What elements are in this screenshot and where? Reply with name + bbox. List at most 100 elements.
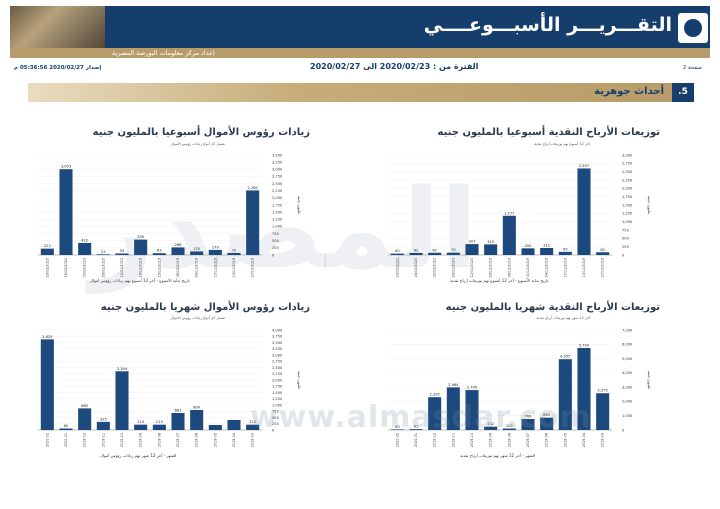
y-tick-label: 3,000	[622, 385, 633, 389]
x-tick-label: 2019-11	[101, 433, 105, 447]
y-tick-label: 2,500	[272, 366, 283, 370]
data-label: 2,597	[579, 164, 589, 168]
y-tick-label: 2,250	[272, 372, 283, 376]
data-label: 222	[44, 244, 51, 248]
data-label: 325	[100, 417, 107, 421]
data-label: 266	[175, 243, 183, 247]
x-tick-label: 2019-08	[507, 433, 511, 447]
data-label: 179	[212, 245, 220, 249]
y-tick-label: 2,500	[272, 182, 283, 186]
data-label: 2,260	[248, 186, 259, 190]
x-tick-label: 02/02/2020	[83, 258, 87, 278]
x-tick-label: 2019-07	[526, 433, 530, 447]
bar	[78, 242, 92, 255]
x-tick-label: 2019-03	[601, 433, 605, 447]
x-tick-label: 2019-05	[563, 433, 567, 447]
bar	[558, 359, 572, 430]
y-tick-label: 1,500	[272, 210, 283, 214]
data-label: 3,625	[42, 335, 52, 339]
exchange-logo-icon	[678, 13, 708, 43]
data-label: 211	[543, 243, 550, 247]
x-tick-label: 08/12/2019	[507, 258, 511, 278]
bar	[502, 215, 516, 255]
data-label: 214	[137, 420, 145, 424]
y-tick-label: 4,000	[272, 328, 283, 332]
data-label: 200	[525, 244, 533, 248]
y-axis-title: مليون جنيه	[647, 196, 652, 214]
bar	[152, 424, 166, 430]
bar	[428, 397, 442, 430]
bar	[40, 339, 54, 430]
y-tick-label: 0	[272, 253, 275, 257]
x-tick-label: 2019-05	[213, 433, 217, 447]
bar	[190, 251, 204, 255]
y-tick-label: 1,250	[622, 212, 633, 216]
data-label: 3,003	[61, 165, 71, 169]
x-tick-label: 2020-02	[395, 433, 399, 447]
y-tick-label: 2,750	[622, 162, 633, 166]
bar	[390, 429, 404, 430]
chart-subtitle: تشمل كل أنواع زيادات رؤوس الأموال	[170, 316, 225, 320]
x-tick-label: 2020-01	[64, 433, 68, 447]
y-tick-label: 500	[272, 239, 280, 243]
data-label: 213	[156, 420, 163, 424]
info-row: صفحة 2 الفترة من : 2020/02/23 الى 2020/0…	[10, 62, 710, 74]
chart-plot: 0 250 500 750 1,000 1,250 1,500 1,750 2,000 2,250…	[38, 153, 302, 278]
y-tick-label: 750	[272, 232, 280, 236]
bar	[577, 168, 591, 255]
section-bar: .5 أحداث جوهرية	[28, 83, 694, 102]
y-tick-label: 2,250	[622, 178, 633, 182]
data-label: 2,984	[448, 383, 459, 387]
chart-plot: 0 1,000 2,000 3,000 4,000 5,000 6,000 7,000 مليو…	[388, 328, 652, 447]
data-label: 62	[414, 248, 419, 252]
y-tick-label: 1,500	[272, 391, 283, 395]
bar	[227, 420, 241, 430]
data-label: 1,177	[504, 211, 514, 215]
y-tick-label: 1,000	[622, 220, 633, 224]
x-tick-label: 2019-09	[139, 433, 143, 447]
bar	[171, 412, 185, 430]
y-axis-title: مليون جنيه	[647, 371, 652, 389]
data-label: 5,740	[579, 344, 590, 348]
x-tick-label: 16/02/2020	[64, 258, 68, 278]
header-photo	[10, 6, 105, 56]
y-tick-label: 1,750	[622, 195, 633, 199]
y-tick-label: 6,000	[622, 343, 633, 347]
data-label: 72	[232, 248, 237, 252]
chart-capital-weekly: زيادات رؤوس الأموال أسبوعيا بالمليون جني…	[30, 125, 320, 293]
x-tick-label: 2019-07	[176, 433, 180, 447]
data-label: 769	[525, 415, 533, 419]
x-tick-label: 10/11/2019	[582, 258, 586, 278]
y-tick-label: 250	[622, 245, 630, 249]
data-label: 232	[487, 422, 494, 426]
x-tick-label: 2020-01	[414, 433, 418, 447]
x-tick-label: 17/11/2019	[563, 258, 567, 278]
y-tick-label: 1,250	[272, 218, 283, 222]
report-period: الفترة من : 2020/02/23 الى 2020/02/27	[310, 62, 479, 71]
bar	[246, 190, 260, 255]
bar	[78, 408, 92, 430]
bar	[446, 252, 460, 255]
y-tick-label: 1,000	[272, 403, 283, 407]
x-tick-label: 01/12/2019	[526, 258, 530, 278]
bar	[208, 249, 222, 255]
bar	[484, 244, 498, 255]
x-tick-label: 29/12/2019	[489, 258, 493, 278]
chart-xlabel: الشهر - آخر 12 شهر بهم توزيعات أرباح نقد…	[460, 453, 536, 458]
watermark-url: www.almasdar.com	[250, 400, 592, 435]
chart-subtitle: آخر 12 شهر بهم توزيعات أرباح نقدية	[536, 316, 590, 320]
bar	[577, 348, 591, 430]
y-tick-label: 3,000	[272, 353, 283, 357]
y-tick-label: 1,750	[272, 385, 283, 389]
y-tick-label: 3,750	[272, 335, 283, 339]
header-banner	[10, 6, 710, 56]
y-tick-label: 3,500	[272, 341, 283, 345]
bar	[152, 253, 166, 255]
bar	[521, 248, 535, 255]
y-tick-label: 2,000	[272, 196, 283, 200]
bar	[227, 252, 241, 255]
chart-xlabel: تاريخ بداية الأسبوع - آخر 12 أسبوع بهم ز…	[90, 278, 190, 283]
section-title: أحداث جوهرية	[594, 86, 664, 97]
x-tick-label: 2019-12	[433, 433, 437, 447]
y-tick-label: 2,750	[272, 360, 283, 364]
